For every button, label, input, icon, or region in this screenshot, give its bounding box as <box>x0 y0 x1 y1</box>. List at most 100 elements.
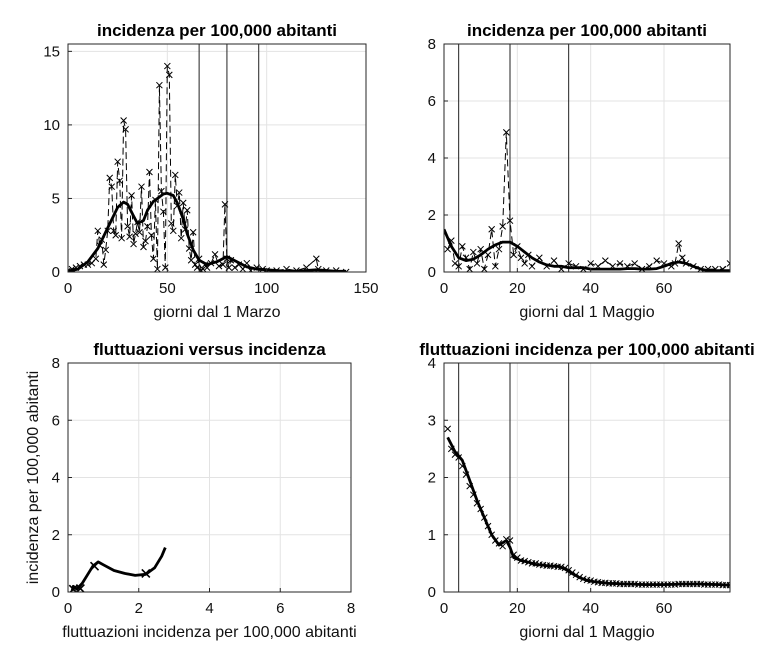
data-point-marker <box>191 261 199 268</box>
series-line <box>68 191 347 272</box>
data-point-marker <box>106 174 114 182</box>
data-point-marker <box>165 71 173 79</box>
y-tick-label: 2 <box>52 527 60 544</box>
data-point-marker <box>572 571 580 579</box>
data-point-marker <box>587 577 595 584</box>
data-point-marker <box>221 200 229 208</box>
y-tick-label: 6 <box>52 412 60 429</box>
data-point-marker <box>126 233 133 241</box>
x-tick-label: 150 <box>353 280 378 297</box>
data-point-marker <box>510 551 518 559</box>
data-point-marker <box>75 583 85 592</box>
data-point-marker <box>112 231 120 239</box>
data-point-marker <box>524 558 532 566</box>
data-point-marker <box>491 262 499 270</box>
data-point-marker <box>148 231 155 239</box>
x-tick-label: 50 <box>159 280 176 297</box>
data-point-marker <box>484 251 492 259</box>
data-point-marker <box>108 183 116 191</box>
data-point-marker <box>160 208 167 216</box>
data-point-marker <box>466 265 474 272</box>
x-tick-label: 4 <box>205 600 213 617</box>
y-tick-label: 15 <box>43 43 60 60</box>
x-tick-label: 2 <box>135 600 143 617</box>
data-point-marker <box>444 245 452 253</box>
data-point-marker <box>678 254 686 262</box>
data-point-marker <box>466 482 474 490</box>
data-point-marker <box>455 454 463 461</box>
x-axis-label: fluttuazioni incidenza per 100,000 abita… <box>62 624 356 641</box>
data-point-marker <box>142 237 149 245</box>
data-point-marker <box>601 257 609 264</box>
x-tick-label: 8 <box>347 600 355 617</box>
data-point-marker <box>491 537 499 544</box>
data-point-marker <box>557 563 565 571</box>
data-point-marker <box>144 223 151 230</box>
data-point-marker <box>550 257 558 264</box>
data-point-marker <box>521 260 529 267</box>
data-point-marker <box>510 251 518 259</box>
data-point-marker <box>94 227 102 235</box>
data-point-marker <box>444 425 452 433</box>
data-point-marker <box>199 265 207 272</box>
x-axis-label: giorni dal 1 Maggio <box>519 304 654 321</box>
data-point-marker <box>473 499 481 507</box>
data-point-marker <box>458 462 466 470</box>
data-point-marker <box>219 261 227 268</box>
data-point-marker <box>225 264 233 271</box>
x-tick-label: 40 <box>582 600 599 617</box>
data-point-marker <box>484 522 492 530</box>
x-axis-label: giorni dal 1 Marzo <box>153 304 280 321</box>
data-point-marker <box>114 158 122 166</box>
y-tick-label: 0 <box>428 584 436 601</box>
data-point-marker <box>495 245 503 253</box>
data-point-marker <box>156 81 163 89</box>
data-point-marker <box>521 557 529 565</box>
data-point-marker <box>312 255 320 263</box>
data-point-marker <box>122 125 129 133</box>
data-point-marker <box>215 262 223 270</box>
data-point-marker <box>499 223 507 230</box>
x-tick-label: 0 <box>64 280 72 297</box>
data-point-marker <box>488 225 496 233</box>
axes-box <box>67 43 367 273</box>
data-point-marker <box>231 264 239 271</box>
x-tick-label: 0 <box>440 600 448 617</box>
data-point-marker <box>171 171 179 179</box>
data-point-marker <box>154 265 161 272</box>
data-point-marker <box>89 561 100 571</box>
chart-2: 0 20 40 60 0 2 4 6 8 incidenza per 100,000 abitan… <box>428 21 731 321</box>
x-tick-label: 6 <box>276 600 284 617</box>
chart-3: 0 2 4 6 8 0 2 4 6 8 fluttuazioni versus incidenza f… <box>25 340 357 641</box>
y-tick-label: 0 <box>52 264 60 281</box>
data-point-marker <box>175 189 183 196</box>
data-point-marker <box>150 255 157 263</box>
data-point-marker <box>118 234 125 242</box>
data-point-marker <box>124 223 131 230</box>
x-tick-label: 0 <box>440 280 448 297</box>
data-point-marker <box>447 445 455 453</box>
y-tick-label: 8 <box>52 355 60 372</box>
data-point-marker <box>726 260 730 267</box>
data-point-marker <box>179 199 187 207</box>
data-point-marker <box>565 566 573 574</box>
data-point-marker <box>138 183 145 191</box>
y-tick-label: 3 <box>428 412 436 429</box>
data-point-marker <box>480 265 488 272</box>
data-point-marker <box>128 192 135 199</box>
data-point-marker <box>616 260 624 267</box>
data-point-marker <box>506 217 514 225</box>
series-line <box>70 547 167 591</box>
y-tick-label: 4 <box>428 355 436 372</box>
data-point-marker <box>189 228 197 236</box>
data-point-marker <box>513 554 521 562</box>
series-line <box>446 436 730 587</box>
x-tick-label: 20 <box>509 280 526 297</box>
x-tick-label: 60 <box>656 600 673 617</box>
plot-area <box>68 547 167 592</box>
chart-title: fluttuazioni versus incidenza <box>93 340 326 359</box>
x-tick-label: 100 <box>254 280 279 297</box>
data-point-marker <box>568 569 576 576</box>
data-point-marker <box>579 575 587 583</box>
